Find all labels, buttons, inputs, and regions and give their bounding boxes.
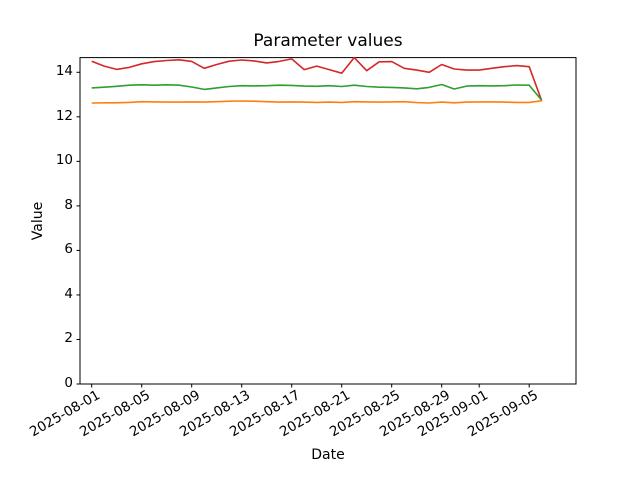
- y-axis-label: Value: [30, 201, 46, 241]
- y-tick-label: 0: [64, 375, 73, 391]
- y-tick-label: 10: [55, 152, 73, 169]
- orange-series-line: [91, 100, 542, 104]
- y-tick-label: 2: [64, 330, 73, 347]
- x-axis-label: Date: [311, 447, 345, 463]
- y-tick-label: 14: [55, 63, 73, 80]
- red-series-line: [91, 56, 543, 102]
- y-tick-label: 6: [64, 241, 73, 258]
- y-tick-label: 12: [55, 107, 73, 124]
- plot-border: [79, 57, 577, 385]
- y-tick-label: 8: [64, 196, 73, 213]
- green-series-line: [91, 83, 543, 101]
- chart-title: Parameter values: [253, 31, 403, 51]
- y-tick-label: 4: [64, 285, 73, 302]
